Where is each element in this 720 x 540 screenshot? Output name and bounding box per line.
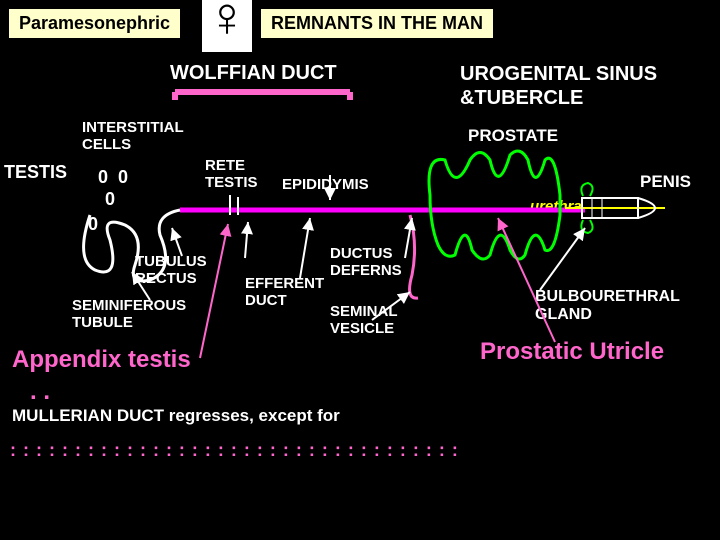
svg-text:0: 0 <box>88 214 98 234</box>
bulbo-gland-top <box>581 183 592 196</box>
svg-text:0: 0 <box>118 167 128 187</box>
prostate-shape <box>429 151 560 259</box>
seminiferous-tubule <box>84 210 180 281</box>
svg-text:0: 0 <box>98 167 108 187</box>
svg-text:0: 0 <box>105 189 115 209</box>
diagram-svg: 0 0 0 0 <box>0 0 720 540</box>
